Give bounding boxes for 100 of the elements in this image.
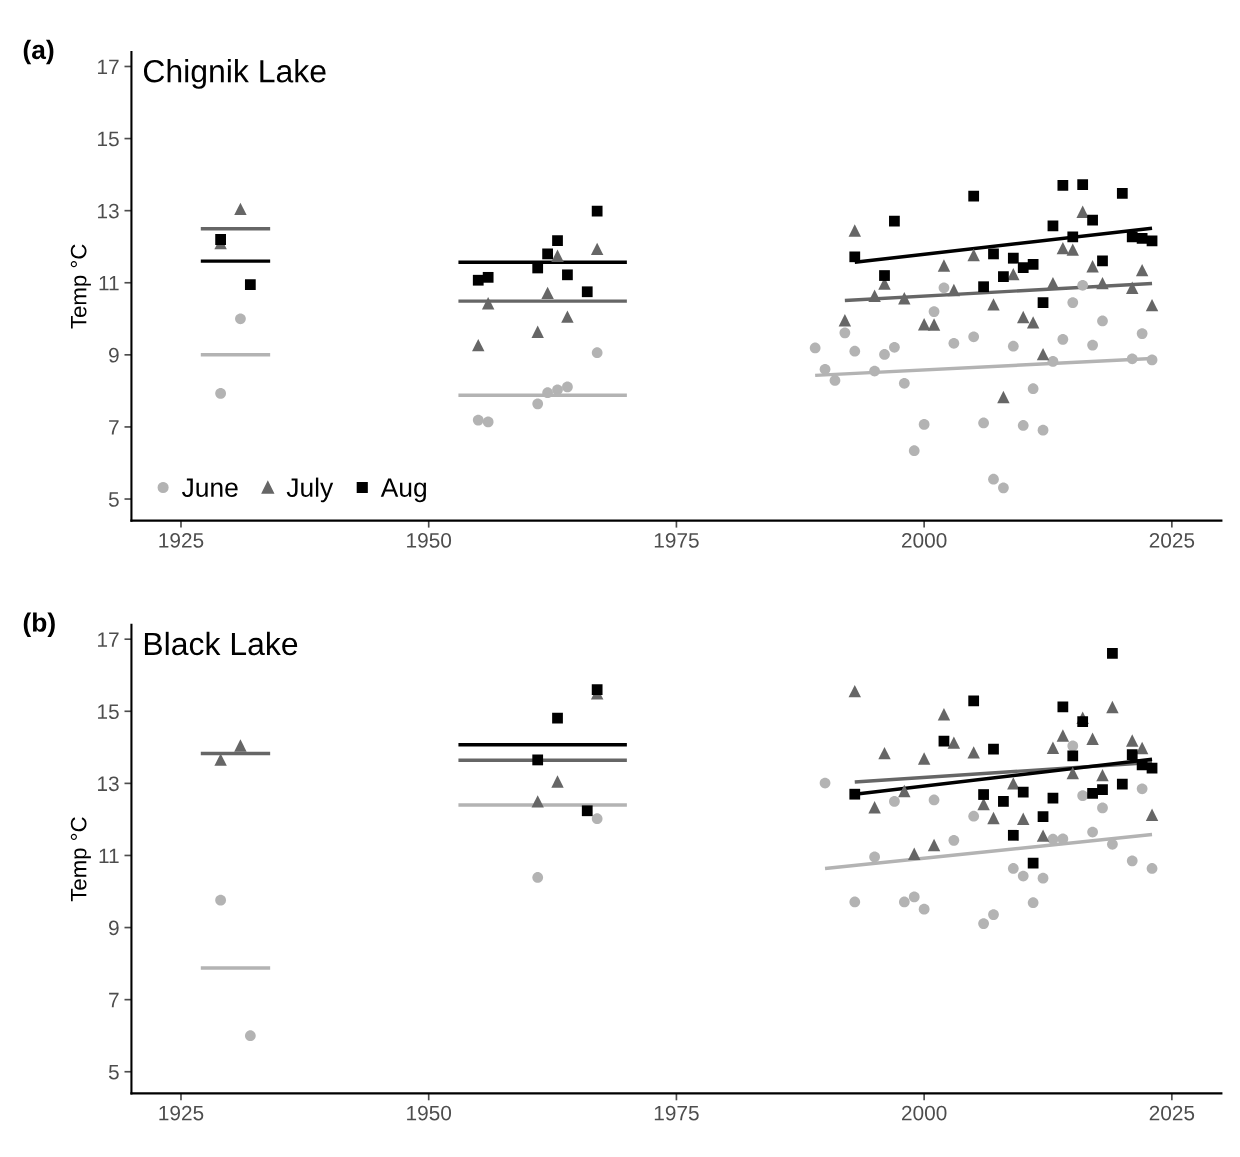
point <box>1027 258 1039 270</box>
point <box>1126 749 1138 760</box>
point <box>918 903 930 915</box>
y-tick-label: 5 <box>108 492 119 507</box>
chart-title: Black Lake <box>144 631 298 656</box>
point <box>898 784 911 798</box>
point <box>869 851 880 863</box>
y-tick-label: 11 <box>99 275 119 291</box>
point <box>1106 700 1119 714</box>
point <box>1066 243 1079 256</box>
point <box>482 416 494 428</box>
point <box>532 398 544 410</box>
x-tick-label: 2000 <box>902 533 947 548</box>
point <box>848 224 861 237</box>
y-tick-label: 9 <box>109 347 119 363</box>
point <box>1047 792 1059 804</box>
point <box>1097 255 1108 267</box>
point <box>967 746 980 759</box>
point <box>988 909 999 920</box>
y-tick-label: 13 <box>98 203 119 219</box>
point <box>1097 784 1108 795</box>
point <box>849 896 861 908</box>
point <box>889 796 900 807</box>
point <box>1086 732 1099 745</box>
point <box>938 735 950 747</box>
point <box>1135 263 1149 277</box>
point <box>1007 829 1019 841</box>
point <box>234 739 247 752</box>
point <box>1126 855 1138 867</box>
point <box>1017 310 1030 324</box>
point <box>937 259 951 272</box>
point <box>481 297 495 310</box>
point <box>998 796 1009 807</box>
point <box>215 388 226 399</box>
point <box>878 746 891 760</box>
point <box>1017 420 1029 431</box>
point <box>1017 870 1029 882</box>
point <box>948 337 960 349</box>
y-tick-label: 11 <box>99 848 119 864</box>
point <box>998 482 1009 494</box>
point <box>1056 729 1070 742</box>
point <box>531 795 544 808</box>
text: (b) <box>23 612 55 638</box>
point <box>562 269 573 281</box>
x-tick-label: 1950 <box>407 533 452 548</box>
point <box>1047 355 1059 367</box>
point <box>482 271 494 283</box>
point <box>1007 267 1020 281</box>
point <box>988 743 999 755</box>
point <box>1017 812 1030 825</box>
point <box>1116 778 1128 790</box>
point <box>1007 252 1019 264</box>
point <box>868 289 881 302</box>
point <box>531 325 544 338</box>
point <box>1007 777 1020 790</box>
point <box>1026 316 1040 329</box>
x-tick-label: 1975 <box>654 533 699 548</box>
point <box>591 684 603 696</box>
point <box>1047 220 1059 232</box>
legend-label: June <box>181 478 238 497</box>
point <box>819 363 831 375</box>
point <box>1046 741 1060 754</box>
point <box>1087 826 1098 838</box>
point <box>1057 333 1069 345</box>
point <box>551 775 564 788</box>
point <box>968 331 980 343</box>
point <box>542 387 553 399</box>
point <box>917 317 931 331</box>
point <box>848 684 861 698</box>
point <box>1067 740 1079 752</box>
x-tick-label: 1950 <box>407 1105 452 1121</box>
point <box>1126 281 1139 295</box>
point <box>917 752 931 765</box>
point <box>938 282 950 294</box>
point <box>927 838 941 852</box>
point <box>1126 353 1138 365</box>
point <box>908 445 920 457</box>
point <box>1116 187 1128 199</box>
point <box>581 805 593 817</box>
point <box>1146 863 1158 874</box>
point <box>532 872 544 883</box>
point <box>988 248 999 260</box>
point <box>1036 347 1050 361</box>
point <box>1067 297 1079 308</box>
point <box>927 318 941 331</box>
point <box>591 813 603 825</box>
point <box>908 891 920 903</box>
point <box>1066 766 1079 780</box>
point <box>1145 298 1159 312</box>
point <box>1037 811 1049 822</box>
point <box>552 235 563 246</box>
point <box>1067 750 1079 762</box>
point <box>928 794 940 806</box>
point <box>1096 768 1109 782</box>
point <box>947 736 961 749</box>
point <box>889 341 900 353</box>
legend-label: Aug <box>380 478 426 503</box>
point <box>590 242 604 256</box>
y-tick-label: 9 <box>109 920 119 936</box>
point <box>1027 857 1039 869</box>
